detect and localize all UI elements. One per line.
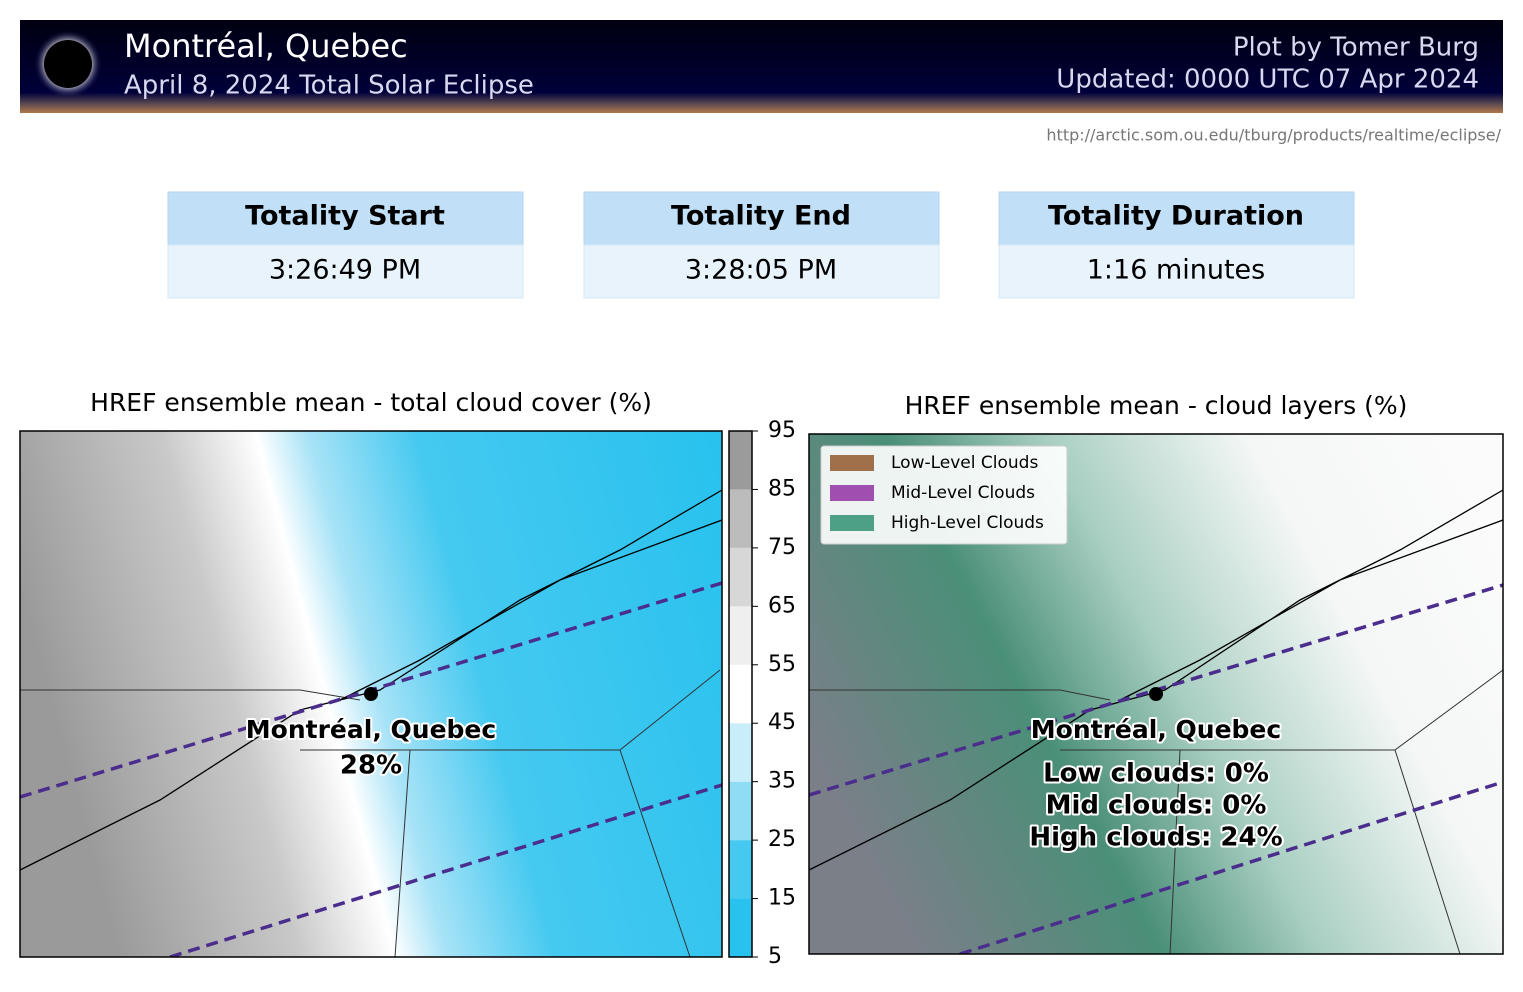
legend-label: High-Level Clouds [891,513,1044,533]
colorbar-label: 35 [768,769,796,794]
table-header-cell [167,191,524,246]
map-title: HREF ensemble mean - cloud layers (%) [905,391,1408,420]
colorbar-label: 25 [768,827,796,852]
colorbar-band [729,547,752,607]
legend-swatch [830,455,874,471]
colorbar-band [729,431,752,490]
header-title: Montréal, Quebec [124,27,408,65]
city-label: Montréal, Quebec [246,715,496,744]
borders [20,669,721,957]
table-header: Totality Duration [1048,201,1304,232]
cloud-annotation: Mid clouds: 0% [1046,791,1267,821]
colorbar-band [729,898,752,957]
colorbar-band [729,781,752,841]
colorbar-label: 15 [768,886,796,911]
colorbar-frame [728,430,753,958]
legend-label: Mid-Level Clouds [891,483,1035,503]
borders [809,669,1503,954]
legend-label: Low-Level Clouds [891,453,1038,473]
legend-swatch [830,485,874,501]
map-title: HREF ensemble mean - total cloud cover (… [90,388,652,417]
table-header: Totality End [671,201,851,232]
colorbar-band [729,840,752,899]
colorbar-band [729,489,752,548]
legend-box [820,445,1068,545]
colorbar-label: 65 [768,593,796,618]
table-header: Totality Start [245,201,445,232]
cloud-annotation: High clouds: 24% [1029,823,1282,853]
colorbar-label: 55 [768,652,796,677]
city-dot [1149,687,1163,701]
url: http://arctic.som.ou.edu/tburg/products/… [1046,126,1501,145]
legend-swatch [830,515,874,531]
river [20,489,722,871]
table-value: 1:16 minutes [1087,255,1266,286]
header-bar [20,20,1503,113]
city-label: Montréal, Quebec [1031,715,1281,744]
colorbar-label: 5 [768,944,782,969]
table-value: 3:28:05 PM [685,255,837,286]
colorbar-label: 45 [768,710,796,735]
cloud-annotation: 28% [340,751,402,781]
colorbar-label: 75 [768,535,796,560]
river [809,489,1503,871]
table-value-cell [167,244,524,299]
map-frame [808,433,1504,955]
colorbar-band [729,606,752,665]
table-value: 3:26:49 PM [269,255,421,286]
colorbar-band [729,723,752,782]
colorbar-label: 95 [768,418,796,443]
table-value-cell [583,244,940,299]
table-value-cell [998,244,1355,299]
city-dot [364,687,378,701]
map-frame [19,430,723,958]
cloud-annotation: Low clouds: 0% [1043,759,1269,789]
header-subtitle: April 8, 2024 Total Solar Eclipse [124,71,534,101]
eclipse-icon [44,40,92,88]
header-updated: Updated: 0000 UTC 07 Apr 2024 [1056,65,1479,95]
header-credit: Plot by Tomer Burg [1233,33,1479,63]
colorbar-label: 85 [768,476,796,501]
colorbar-band [729,664,752,724]
